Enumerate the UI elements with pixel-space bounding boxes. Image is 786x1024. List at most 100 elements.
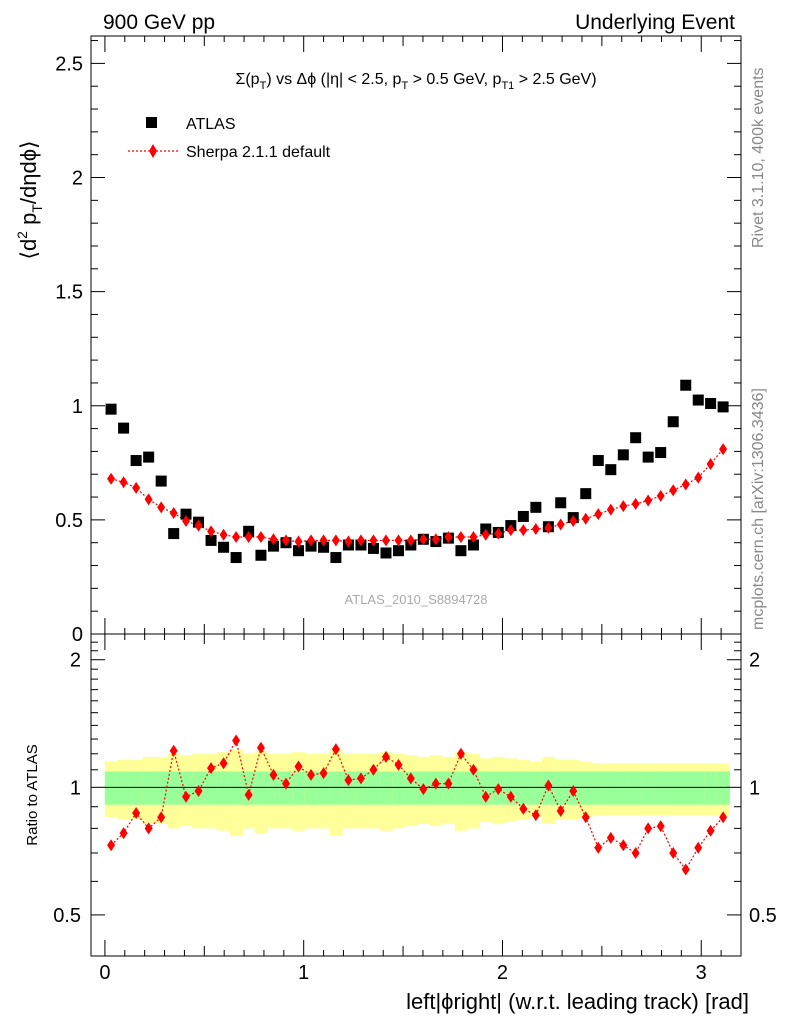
ratio-point	[381, 750, 390, 763]
main-y-tick-label: 2	[72, 168, 83, 190]
ratio-y-tick-label-right: 2	[749, 650, 760, 672]
sherpa-point	[694, 471, 703, 484]
sherpa-point	[631, 497, 640, 510]
ratio-band-inner	[204, 771, 218, 805]
sherpa-point	[656, 489, 665, 502]
atlas-point	[605, 464, 617, 476]
ratio-band-inner	[666, 771, 680, 805]
ratio-band-inner	[367, 771, 381, 805]
sherpa-point	[469, 530, 478, 543]
sherpa-point	[606, 503, 615, 516]
sherpa-point	[107, 472, 116, 485]
main-y-tick-label: 1.5	[55, 282, 83, 304]
ratio-band-inner	[641, 771, 655, 805]
ratio-point	[356, 772, 365, 785]
ratio-point	[694, 841, 703, 854]
ratio-point	[644, 822, 653, 835]
ratio-frame	[90, 633, 742, 957]
sherpa-point	[319, 534, 328, 547]
sherpa-point	[244, 530, 253, 543]
sherpa-point	[344, 535, 353, 548]
sherpa-point	[419, 533, 428, 546]
ratio-point	[132, 806, 141, 819]
ratio-point	[606, 831, 615, 844]
sherpa-point	[356, 534, 365, 547]
main-panel: 0 0.5 1 1.5 2 2.5 Σ(pT) vs Δϕ (|η| < 2.5, pT …	[14, 35, 742, 646]
ratio-band-inner	[104, 771, 118, 805]
sherpa-point	[182, 515, 191, 528]
atlas-point	[155, 475, 167, 487]
ratio-band-inner	[692, 771, 706, 805]
ratio-point	[569, 785, 578, 798]
sherpa-point	[132, 481, 141, 494]
ratio-band-inner	[129, 771, 143, 805]
atlas-point	[655, 447, 667, 459]
ratio-band-inner	[229, 771, 243, 805]
atlas-point	[455, 545, 467, 557]
sherpa-point	[519, 524, 528, 537]
ratio-point	[494, 783, 503, 796]
x-tick-label: 0	[99, 962, 110, 984]
ratio-y-tick-label-left: 0.5	[53, 905, 81, 927]
ratio-axes-layer: 0.5 0.5 1 1 2 2 0 1 2 3	[53, 634, 777, 984]
ratio-band-inner	[454, 771, 468, 805]
ratio-point	[369, 763, 378, 776]
ratio-point	[269, 768, 278, 781]
x-tick-label: 1	[298, 962, 309, 984]
sherpa-point	[256, 530, 265, 543]
atlas-point	[680, 379, 692, 391]
ratio-point	[531, 809, 540, 822]
ratio-point	[419, 783, 428, 796]
ratio-point	[631, 846, 640, 859]
header-right: Underlying Event	[575, 11, 735, 34]
main-y-tick-label: 2.5	[55, 53, 83, 75]
sherpa-point	[669, 484, 678, 497]
ratio-point	[294, 760, 303, 773]
sherpa-point	[369, 534, 378, 547]
sherpa-point	[144, 493, 153, 506]
sherpa-point	[307, 534, 316, 547]
atlas-point	[592, 455, 604, 467]
sherpa-point	[219, 528, 228, 541]
ratio-band-inner	[517, 771, 531, 805]
atlas-point	[218, 541, 230, 553]
ratio-point	[169, 744, 178, 757]
legend-marker-sherpa	[149, 144, 157, 158]
atlas-point	[318, 541, 330, 553]
main-y-axis-label: ⟨d2 pT/dηdϕ⟩	[14, 140, 45, 259]
ratio-band-inner	[654, 771, 668, 805]
ratio-point	[719, 811, 728, 824]
ratio-band-inner	[329, 771, 343, 805]
ratio-point	[232, 734, 241, 747]
sherpa-point	[294, 535, 303, 548]
ratio-point	[619, 839, 628, 852]
ratio-point	[506, 790, 515, 803]
sherpa-point	[619, 500, 628, 513]
atlas-point	[667, 416, 679, 428]
atlas-point	[168, 528, 180, 540]
atlas-point	[380, 547, 392, 559]
ratio-point	[256, 741, 265, 754]
sherpa-point	[394, 534, 403, 547]
ratio-point	[669, 846, 678, 859]
atlas-point	[293, 545, 305, 557]
sherpa-point	[119, 476, 128, 489]
ratio-band-inner	[679, 771, 693, 805]
ratio-point	[444, 777, 453, 790]
sherpa-point	[569, 515, 578, 528]
ratio-panel: 0.5 0.5 1 1 2 2 0 1 2 3 Ratio to ATLAS left|ϕrigh…	[24, 633, 777, 1014]
ratio-y-tick-label-left: 1	[70, 777, 81, 799]
legend-label-sherpa: Sherpa 2.1.1 default	[186, 144, 331, 161]
sherpa-point	[232, 530, 241, 543]
atlas-point	[330, 552, 342, 564]
sherpa-point	[581, 512, 590, 525]
atlas-point	[393, 545, 405, 557]
main-title: Σ(pT) vs Δϕ (|η| < 2.5, pT > 0.5 GeV, pT…	[235, 71, 596, 92]
sherpa-point	[157, 501, 166, 514]
ratio-series-layer	[107, 734, 728, 876]
rivet-label: Rivet 3.1.10, 400k events	[750, 67, 767, 248]
ratio-band-inner	[267, 771, 281, 805]
sherpa-point	[719, 443, 728, 456]
atlas-point	[255, 549, 267, 561]
ratio-point	[282, 777, 290, 790]
